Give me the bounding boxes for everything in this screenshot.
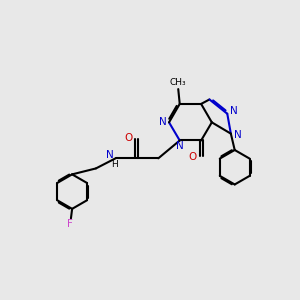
Text: H: H: [111, 160, 118, 169]
Text: N: N: [176, 141, 184, 152]
Text: O: O: [124, 133, 133, 142]
Text: CH₃: CH₃: [170, 78, 187, 87]
Text: N: N: [230, 106, 238, 116]
Text: O: O: [189, 152, 197, 162]
Text: F: F: [67, 219, 73, 229]
Text: N: N: [106, 150, 114, 161]
Text: N: N: [233, 130, 241, 140]
Text: N: N: [159, 117, 167, 128]
